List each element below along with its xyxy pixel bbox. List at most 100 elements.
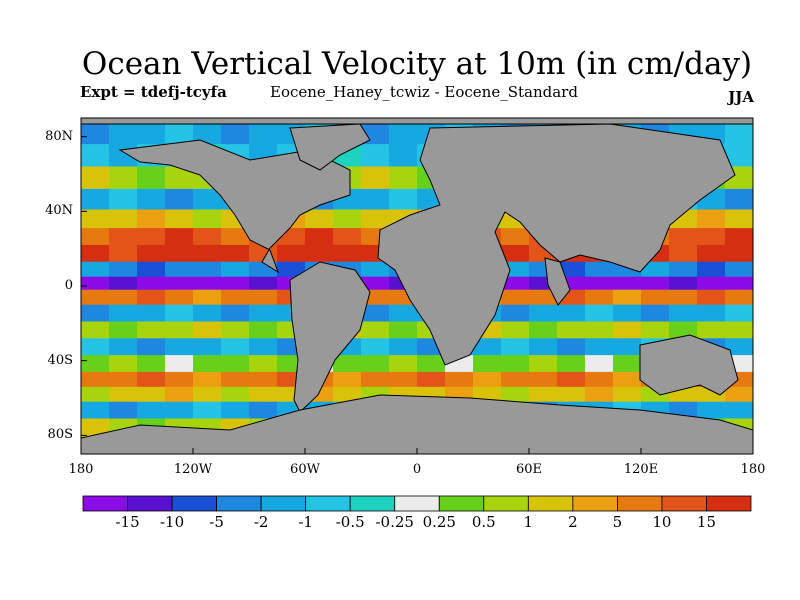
field-cell [137,244,166,263]
field-cell [137,166,166,190]
field-cell [501,321,530,339]
field-cell [109,321,138,339]
field-cell [221,244,250,263]
field-cell [613,371,642,388]
field-cell [165,386,194,403]
field-cell [669,304,698,322]
field-cell [165,276,194,291]
field-cell [725,188,753,210]
colorbar-swatch [527,495,574,512]
field-cell [697,244,726,263]
field-cell [389,355,418,373]
field-cell [109,209,138,229]
field-cell [361,188,390,210]
land-eurasia-africa [377,123,736,366]
field-cell [501,355,530,373]
field-cell [221,355,250,373]
field-cell [221,338,250,356]
land-australia [639,334,739,396]
field-cell [389,304,418,322]
colorbar-label: -1 [298,513,313,531]
field-cell [725,261,753,278]
y-tick-label: 40S [47,352,73,368]
colorbar-label: -5 [209,513,224,531]
field-cell [81,244,110,263]
x-axis [80,448,754,454]
field-cell [193,209,222,229]
field-cell [501,371,530,388]
field-cell [109,228,138,246]
field-cell [389,166,418,190]
field-cell [417,371,446,388]
field-cell [361,304,390,322]
x-tick-label: 60E [515,462,543,477]
field-cell [165,401,194,419]
field-cell [557,321,586,339]
colorbar-swatch [171,495,218,512]
field-cell [193,371,222,388]
field-cell [221,321,250,339]
field-cell [361,144,390,167]
field-cell [361,209,390,229]
field-cell [109,289,138,306]
field-cell [109,166,138,190]
field-cell [585,289,614,306]
field-cell [501,276,530,291]
field-cell [137,338,166,356]
field-cell [137,371,166,388]
field-cell [361,276,390,291]
field-cell [585,276,614,291]
field-cell [501,338,530,356]
field-cell [221,276,250,291]
colorbar-swatch [216,495,262,512]
field-cell [305,209,334,229]
field-cell [193,355,222,373]
field-cell [221,386,250,403]
field-cell [221,261,250,278]
field-cell [81,304,110,322]
field-cell [725,401,753,419]
field-cell [109,304,138,322]
field-cell [109,276,138,291]
field-cell [725,228,753,246]
field-cell [501,304,530,322]
field-cell [725,321,753,339]
field-cell [109,261,138,278]
field-cell [81,144,110,167]
land-masses [81,118,753,454]
field-cell [277,244,306,263]
field-cell [641,261,670,278]
colorbar-swatch [305,495,351,512]
field-cell [249,338,278,356]
colorbar-swatch [706,495,752,512]
field-cell [473,338,502,356]
field-cell [81,371,110,388]
field-cell [361,371,390,388]
field-cell [585,338,614,356]
field-cell [613,338,642,356]
field-cell [697,261,726,278]
field-cell [417,355,446,373]
y-tick-label: 0 [64,278,73,293]
field-cell [473,355,502,373]
field-cell [109,244,138,263]
field-cell [165,261,194,278]
land-south-america [289,261,371,413]
field-cell [669,228,698,246]
field-cell [109,386,138,403]
field-cell [193,386,222,403]
field-cell [613,276,642,291]
field-cell [529,371,558,388]
field-cell [109,401,138,419]
field-cell [725,276,753,291]
field-cell [165,321,194,339]
colorbar-swatch [349,495,396,512]
field-cell [641,321,670,339]
comparison-label: Eocene_Haney_tcwiz - Eocene_Standard [270,83,578,101]
field-cell [193,401,222,419]
field-cell [137,321,166,339]
field-cell [249,276,278,291]
field-cell [697,401,726,419]
x-tick-label: 180 [68,462,94,477]
field-cell [725,209,753,229]
